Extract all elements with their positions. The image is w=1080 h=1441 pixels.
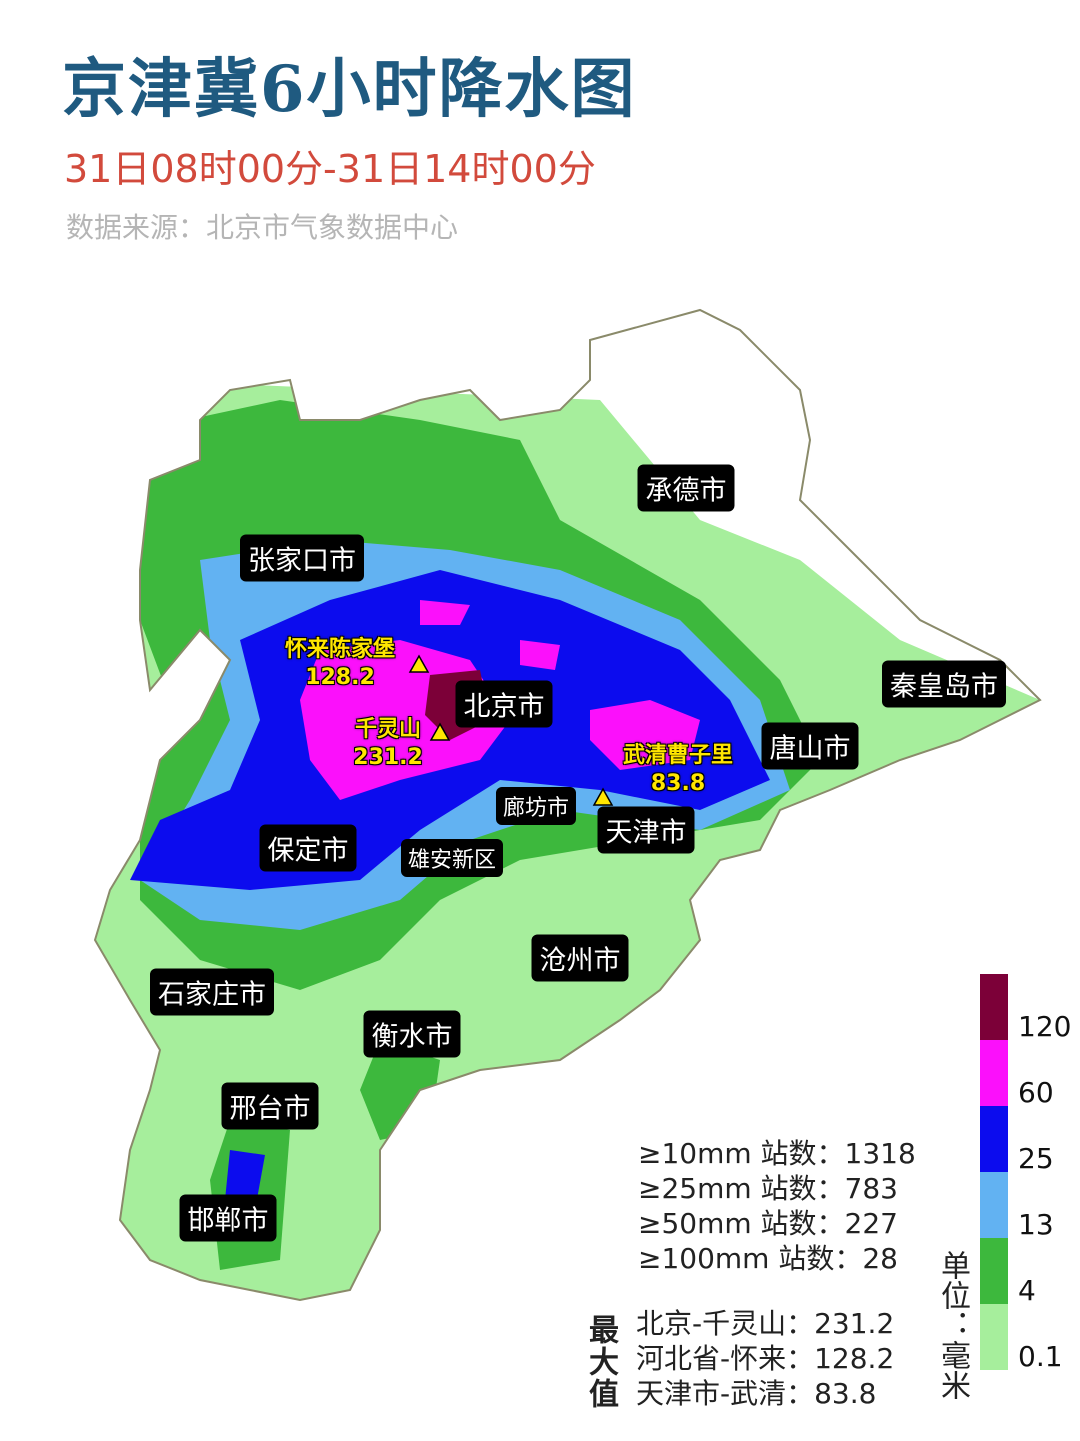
legend-label: 0.1: [1018, 1340, 1063, 1373]
count-row: ≥25mm 站数：783: [638, 1171, 916, 1206]
legend-label: 120: [1018, 1010, 1072, 1043]
city-label: 邯郸市: [179, 1194, 277, 1242]
city-label: 雄安新区: [400, 839, 504, 877]
source: 数据来源：北京市气象数据中心: [66, 211, 459, 244]
maxima-label: 河北省-怀来：: [636, 1342, 815, 1375]
legend-swatch: [980, 1238, 1008, 1304]
maxima-value: 231.2: [814, 1307, 895, 1340]
count-value: 28: [862, 1242, 898, 1275]
station-value: 231.2: [353, 745, 423, 770]
maxima-value: 83.8: [814, 1377, 877, 1410]
maxima-label: 天津市-武清：: [636, 1377, 815, 1410]
station-label: 怀来陈家堡 128.2: [285, 636, 395, 692]
maxima-row: 河北省-怀来：128.2: [636, 1341, 894, 1376]
legend-label: 60: [1018, 1076, 1054, 1109]
station-value: 83.8: [650, 771, 706, 796]
title: 京津冀6小时降水图: [62, 52, 637, 127]
maxima-value: 128.2: [814, 1342, 895, 1375]
station-label: 千灵山 231.2: [353, 716, 423, 772]
count-value: 783: [844, 1172, 898, 1205]
city-label: 保定市: [259, 824, 357, 872]
legend-label: 25: [1018, 1142, 1054, 1175]
count-label: ≥10mm 站数：: [638, 1137, 845, 1170]
city-label: 秦皇岛市: [882, 660, 1006, 708]
station-markers: [408, 654, 614, 806]
subtitle: 31日08时00分-31日14时00分: [64, 147, 596, 191]
count-value: 1318: [844, 1137, 916, 1170]
count-label: ≥50mm 站数：: [638, 1207, 845, 1240]
maxima-label: 北京-千灵山：: [636, 1307, 815, 1340]
city-label: 邢台市: [221, 1082, 319, 1130]
city-label: 天津市: [597, 806, 695, 854]
maxima-list: 北京-千灵山：231.2 河北省-怀来：128.2 天津市-武清：83.8: [636, 1306, 894, 1411]
count-row: ≥10mm 站数：1318: [638, 1136, 916, 1171]
city-label: 石家庄市: [150, 968, 274, 1016]
city-label: 承德市: [637, 464, 735, 512]
maxima-title: 最大值: [583, 1314, 618, 1410]
legend-swatch: [980, 1304, 1008, 1370]
count-label: ≥100mm 站数：: [638, 1242, 863, 1275]
station-name: 怀来陈家堡: [284, 637, 396, 662]
legend-unit: 单位：毫米: [935, 1250, 970, 1400]
station-value: 128.2: [305, 665, 375, 690]
station-counts: ≥10mm 站数：1318 ≥25mm 站数：783 ≥50mm 站数：227 ≥10…: [638, 1136, 916, 1276]
city-label: 唐山市: [761, 722, 859, 770]
legend-swatch: [980, 1106, 1008, 1172]
legend-swatch: [980, 974, 1008, 1040]
count-label: ≥25mm 站数：: [638, 1172, 845, 1205]
legend-swatch: [980, 1040, 1008, 1106]
station-name: 武清曹子里: [622, 743, 734, 768]
legend-label: 4: [1018, 1274, 1036, 1307]
maxima-row: 天津市-武清：83.8: [636, 1376, 894, 1411]
count-row: ≥100mm 站数：28: [638, 1241, 916, 1276]
count-value: 227: [844, 1207, 898, 1240]
city-label: 北京市: [455, 680, 553, 728]
maxima-row: 北京-千灵山：231.2: [636, 1306, 894, 1341]
legend-swatch: [980, 1172, 1008, 1238]
station-label: 武清曹子里 83.8: [623, 742, 733, 798]
city-label: 廊坊市: [495, 787, 577, 825]
count-row: ≥50mm 站数：227: [638, 1206, 916, 1241]
legend-label: 13: [1018, 1208, 1054, 1241]
city-label: 衡水市: [363, 1010, 461, 1058]
city-label: 张家口市: [240, 534, 364, 582]
city-label: 沧州市: [531, 934, 629, 982]
station-name: 千灵山: [354, 717, 421, 742]
